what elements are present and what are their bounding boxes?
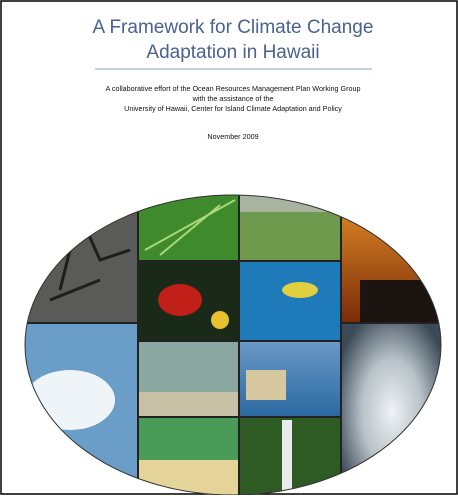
title-line: A Framework for Climate Change [93, 17, 374, 38]
cover-page: A Framework for Climate Change Adaptatio… [0, 0, 458, 495]
photo-detail [282, 420, 292, 495]
photo-detail [139, 392, 238, 416]
photo-detail [282, 282, 318, 298]
subtitle-line: with the assistance of the [192, 94, 274, 103]
date: November 2009 [207, 132, 258, 141]
subtitle-line: University of Hawaii, Center for Island … [124, 104, 342, 113]
title-line: Adaptation in Hawaii [146, 42, 319, 63]
subtitle-line: A collaborative effort of the Ocean Reso… [105, 84, 360, 93]
photo-reef-fish [240, 262, 340, 340]
photo-detail [246, 370, 286, 400]
photo-detail [211, 311, 229, 329]
photo-detail [158, 284, 202, 316]
